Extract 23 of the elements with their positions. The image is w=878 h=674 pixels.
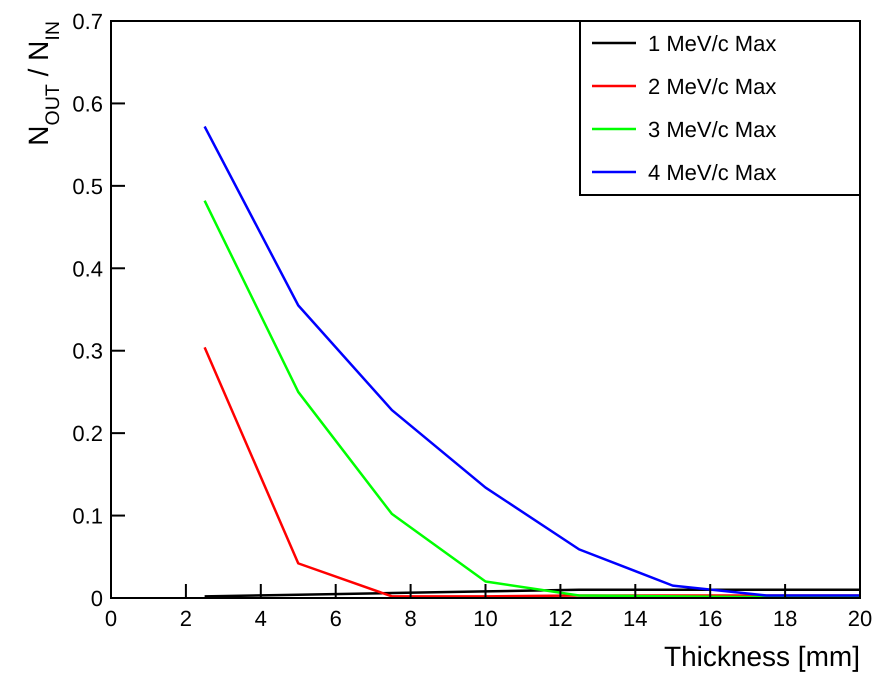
x-tick-label: 2 [180, 606, 192, 631]
y-tick-label: 0.1 [72, 504, 103, 529]
x-tick-label: 6 [330, 606, 342, 631]
y-tick-label: 0.5 [72, 174, 103, 199]
x-axis-title: Thickness [mm] [664, 641, 860, 672]
x-tick-label: 16 [698, 606, 722, 631]
legend-label: 2 MeV/c Max [648, 74, 776, 99]
y-tick-label: 0 [90, 586, 103, 611]
x-tick-label: 20 [848, 606, 872, 631]
legend-label: 3 MeV/c Max [648, 117, 776, 142]
y-tick-label: 0.2 [72, 421, 103, 446]
y-tick-label: 0.3 [72, 338, 103, 364]
x-tick-label: 10 [473, 606, 498, 631]
y-tick-label: 0.6 [72, 91, 103, 116]
x-tick-label: 14 [623, 606, 648, 631]
legend-label: 1 MeV/c Max [648, 31, 776, 56]
y-tick-label: 0.4 [72, 256, 103, 282]
x-tick-label: 18 [772, 606, 798, 631]
x-tick-label: 4 [254, 606, 267, 631]
legend-label: 4 MeV/c Max [648, 160, 776, 185]
x-tick-label: 8 [404, 606, 417, 631]
x-tick-label: 12 [548, 606, 573, 631]
y-tick-label: 0.7 [72, 9, 103, 34]
